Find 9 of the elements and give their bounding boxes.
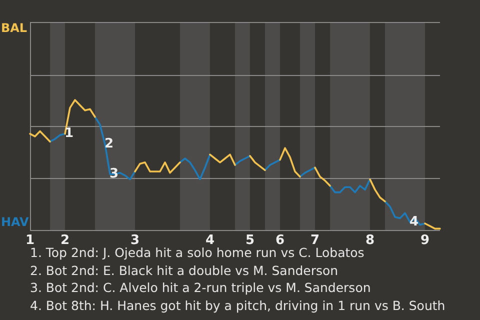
x-tick-label: 8 [365, 233, 375, 248]
text: 4. Bot 8th: H. Hanes got hit by a pitch, driving in 1 run vs B. South [30, 296, 446, 314]
text: 3. Bot 2nd: C. Alvelo hit a 2-run triple vs M. Sanderson [30, 279, 372, 296]
annotation: 2 [104, 136, 114, 152]
annotation: 1 [64, 126, 74, 142]
x-tick-label: 9 [420, 233, 430, 248]
text: BAL [1, 21, 28, 36]
text: 2. Bot 2nd: E. Black hit a double vs M. Sanderson [30, 262, 340, 279]
text: HAV [1, 215, 30, 230]
